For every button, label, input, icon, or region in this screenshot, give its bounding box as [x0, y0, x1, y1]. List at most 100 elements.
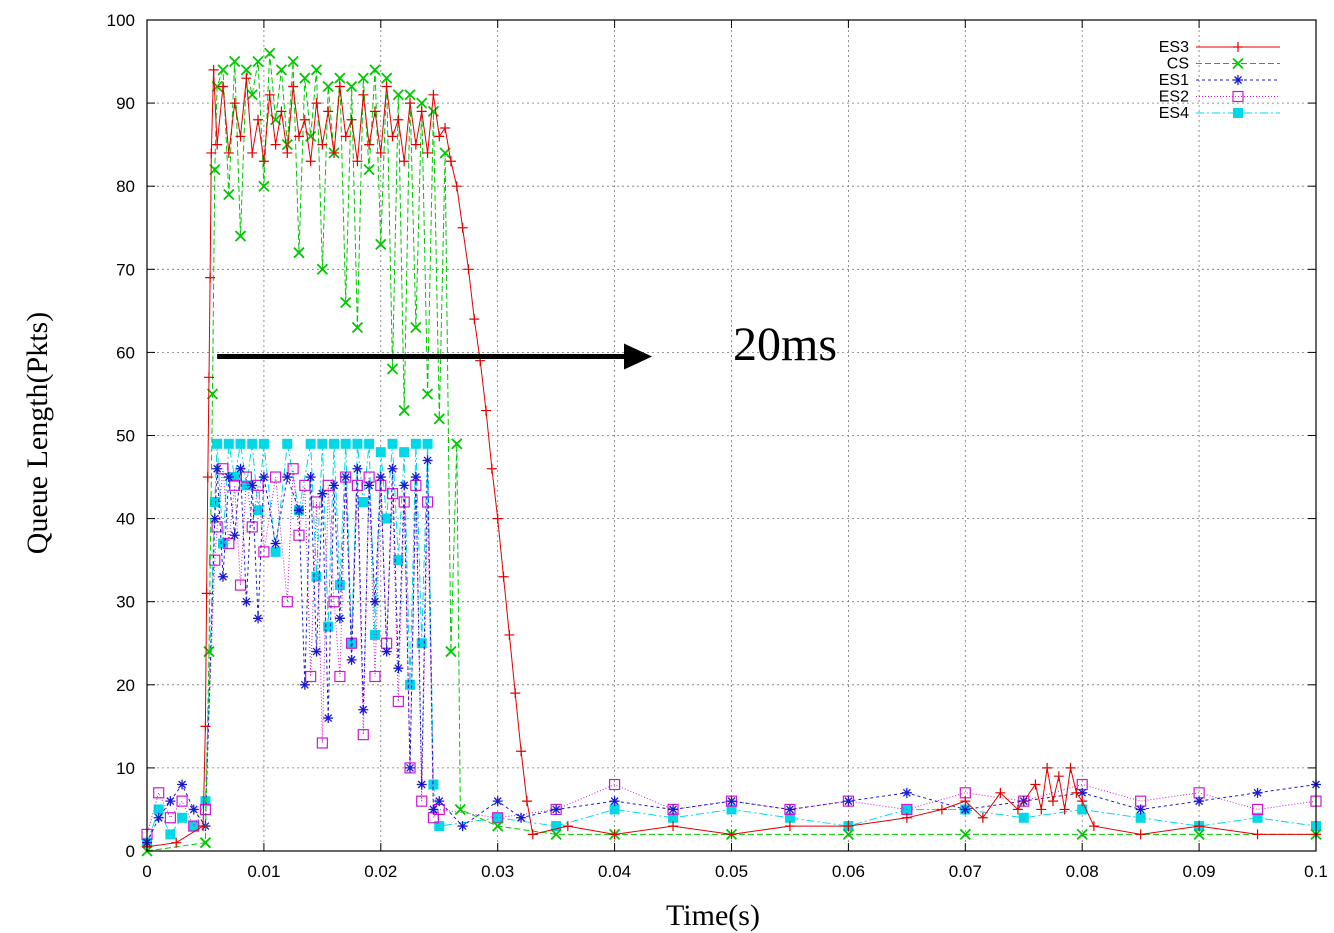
data-point — [217, 64, 229, 76]
data-point — [247, 480, 258, 491]
data-point — [1252, 812, 1263, 823]
data-point — [405, 679, 416, 690]
x-tick-label: 0 — [142, 862, 151, 881]
data-point — [247, 147, 258, 158]
data-point — [486, 463, 497, 474]
data-point — [369, 64, 381, 76]
data-point — [234, 230, 247, 242]
data-point — [1135, 804, 1146, 815]
data-point — [252, 55, 264, 68]
data-point — [609, 796, 620, 807]
data-point — [229, 98, 240, 109]
data-point — [960, 804, 971, 815]
data-point — [246, 521, 258, 533]
data-point — [1194, 821, 1205, 832]
data-point — [364, 139, 375, 150]
data-point — [209, 554, 221, 566]
data-point — [1233, 108, 1243, 118]
data-point — [422, 147, 433, 158]
data-point — [1059, 804, 1070, 815]
data-point — [393, 663, 404, 674]
data-point — [492, 820, 504, 832]
data-point — [340, 472, 351, 483]
data-point — [345, 637, 358, 649]
data-point — [345, 80, 358, 93]
data-point — [936, 804, 947, 815]
data-point — [241, 73, 252, 84]
data-point — [416, 638, 427, 649]
data-point — [1065, 762, 1076, 773]
data-point — [369, 596, 380, 607]
data-point — [164, 812, 176, 824]
data-point — [784, 804, 795, 815]
data-point — [398, 404, 410, 417]
data-point — [234, 579, 247, 591]
data-point — [269, 471, 282, 483]
data-point — [258, 180, 270, 192]
data-point — [392, 695, 404, 708]
data-point — [668, 821, 679, 832]
data-point — [316, 737, 328, 749]
data-point — [153, 812, 164, 823]
data-point — [288, 81, 299, 92]
data-point — [305, 472, 316, 483]
data-point — [358, 704, 369, 715]
data-point — [1193, 828, 1205, 841]
data-point — [328, 596, 340, 608]
data-point — [352, 156, 363, 167]
data-point — [358, 496, 369, 507]
data-point — [340, 438, 351, 449]
data-point — [201, 588, 212, 599]
data-point — [203, 372, 214, 383]
data-point — [165, 796, 176, 807]
data-point — [1194, 796, 1205, 807]
data-point — [492, 796, 503, 807]
data-point — [609, 804, 620, 815]
data-point — [334, 613, 345, 624]
data-point — [205, 272, 216, 283]
data-point — [282, 147, 293, 158]
x-tick-label: 0.02 — [364, 862, 397, 881]
x-axis-title: Time(s) — [666, 899, 760, 932]
data-point — [208, 64, 219, 75]
data-point — [346, 654, 357, 665]
axis-ticks: 0 0.01 0.02 0.03 0.04 0.05 0.06 0.07 0.08 0.09 0.1… — [107, 11, 1328, 881]
data-point — [258, 472, 269, 483]
data-point — [451, 181, 462, 192]
data-point — [375, 238, 387, 251]
data-point — [229, 55, 241, 68]
data-point — [293, 505, 304, 516]
data-point — [457, 222, 468, 233]
data-point — [276, 106, 287, 117]
data-point — [200, 721, 211, 732]
data-point — [351, 479, 364, 491]
data-point — [352, 438, 363, 449]
data-point — [293, 247, 305, 259]
y-axis-title: Queue Length(Pkts) — [21, 312, 54, 554]
series-line — [146, 468, 1317, 835]
data-point — [299, 72, 311, 84]
data-point — [421, 388, 434, 400]
y-tick-label: 80 — [116, 177, 135, 196]
data-point — [217, 81, 228, 92]
data-point — [240, 471, 252, 483]
legend-label: CS — [1167, 56, 1189, 73]
data-point — [323, 106, 334, 117]
data-point — [1036, 804, 1047, 815]
data-point — [316, 263, 328, 275]
data-point — [1077, 796, 1088, 807]
data-point — [410, 472, 421, 483]
data-point — [281, 139, 293, 151]
data-point — [217, 571, 228, 582]
data-point — [235, 131, 246, 142]
data-point — [176, 795, 188, 807]
series-line — [146, 460, 1317, 843]
data-point — [516, 746, 527, 757]
data-point — [428, 89, 439, 100]
data-point — [527, 829, 538, 840]
data-point — [1076, 828, 1088, 841]
data-point — [784, 812, 795, 823]
data-point — [223, 537, 235, 550]
data-point — [357, 72, 369, 84]
